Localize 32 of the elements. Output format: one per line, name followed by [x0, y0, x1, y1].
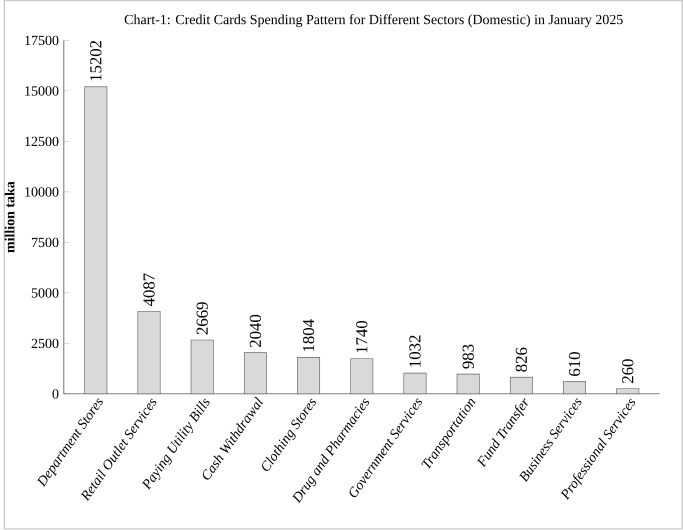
bar	[510, 377, 533, 394]
bar	[138, 311, 160, 394]
bar	[244, 352, 267, 394]
data-label: 610	[568, 352, 580, 376]
data-label: 15202	[90, 41, 102, 81]
data-label: 1032	[409, 336, 421, 367]
chart-title: Chart-1: Credit Cards Spending Pattern for Different Sectors (Domestic) in January 2025	[124, 14, 623, 28]
data-label: 2040	[250, 315, 262, 348]
y-tick-label: 2500	[32, 338, 58, 348]
bar	[616, 388, 640, 394]
bar	[297, 357, 320, 394]
bar	[563, 381, 586, 394]
bar	[84, 86, 108, 394]
data-label: 1740	[356, 321, 368, 353]
bar	[456, 374, 480, 394]
y-tick-label: 15000	[25, 86, 58, 96]
bar	[404, 372, 426, 394]
y-axis-title: million taka	[4, 182, 14, 253]
data-label: 260	[622, 359, 634, 384]
y-tick-label: 0	[52, 389, 58, 399]
bar	[350, 358, 374, 394]
bar	[190, 340, 214, 394]
data-label: 1804	[302, 319, 314, 352]
data-label: 2669	[196, 302, 208, 334]
y-tick-label: 5000	[32, 288, 58, 298]
data-label: 4087	[143, 274, 155, 306]
y-tick-label: 17500	[25, 36, 58, 46]
y-tick-label: 7500	[32, 238, 58, 248]
data-label: 826	[516, 348, 528, 372]
data-label: 983	[462, 344, 474, 369]
y-tick-label: 12500	[25, 136, 58, 146]
y-tick-label: 10000	[25, 187, 58, 197]
